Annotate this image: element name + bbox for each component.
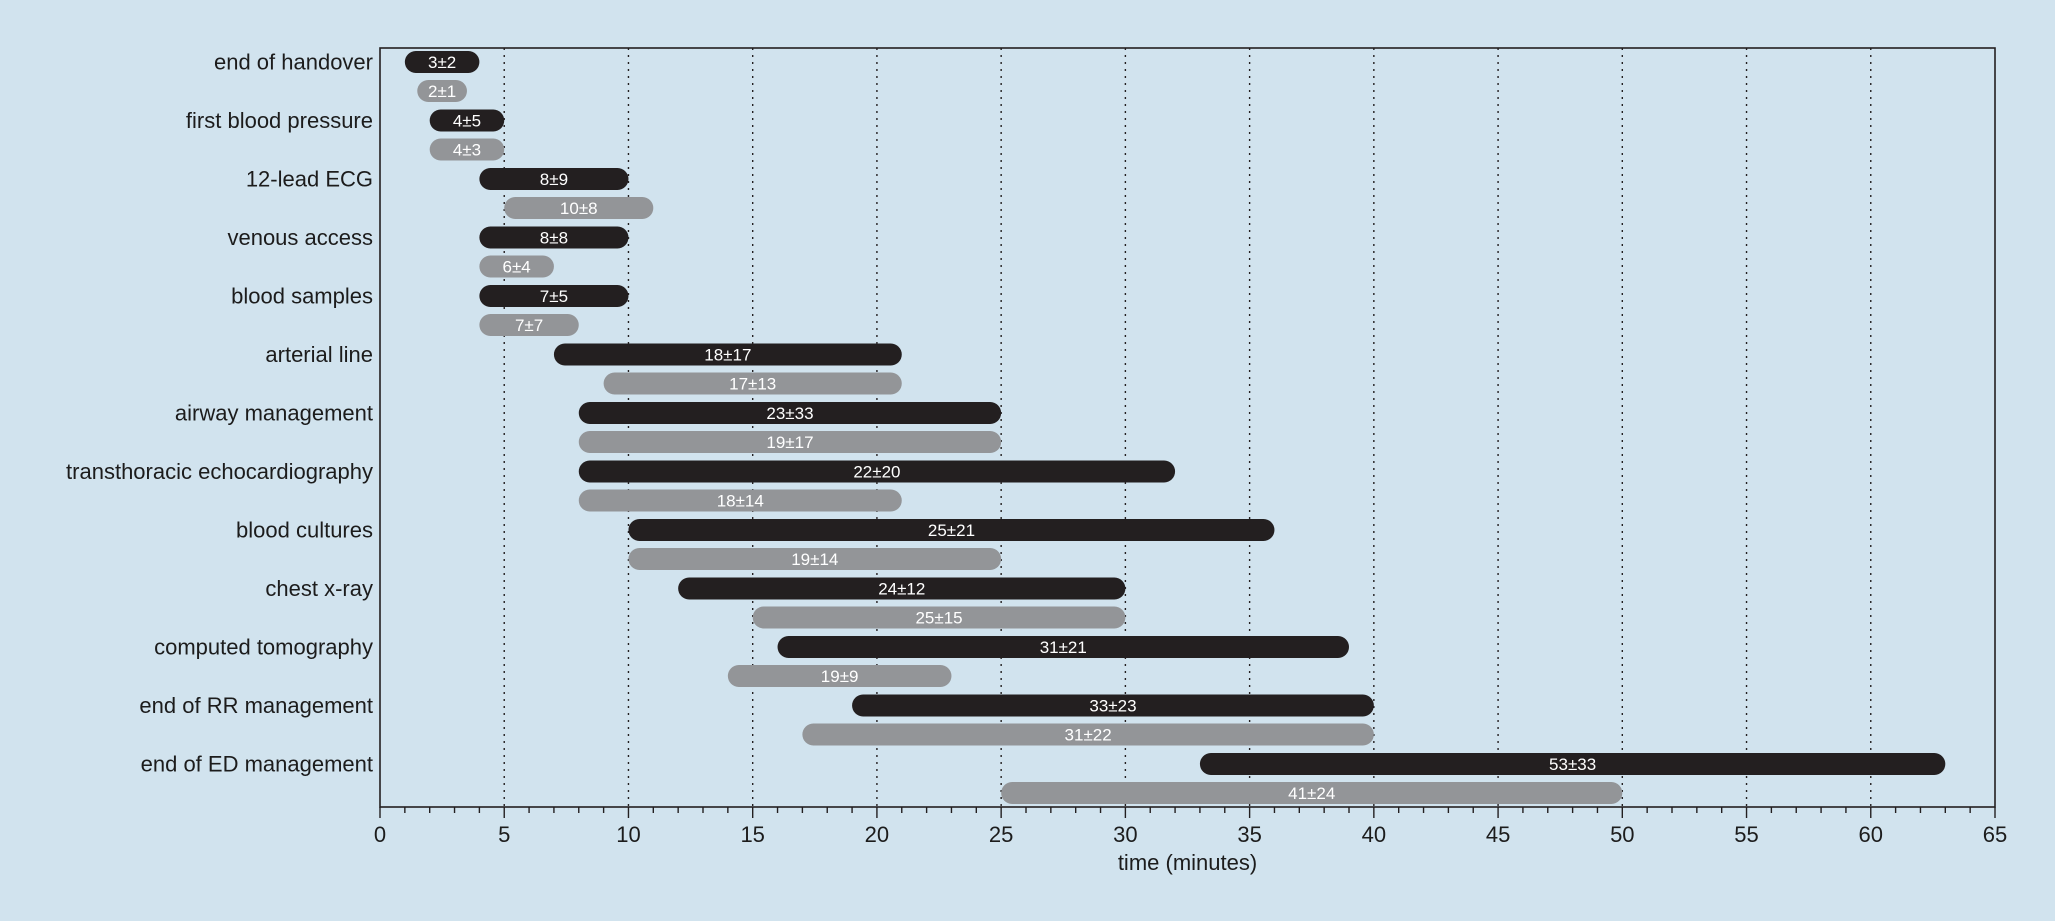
- bar-value-label: 19±17: [766, 433, 813, 452]
- bar-gray: [802, 723, 1374, 746]
- bar-value-label: 18±17: [704, 346, 751, 365]
- bar-dark: [777, 636, 1349, 658]
- x-axis-title: time (minutes): [1118, 850, 1257, 875]
- bar-dark: [429, 109, 505, 132]
- x-tick-label: 25: [989, 822, 1013, 847]
- bar-dark: [852, 694, 1374, 717]
- x-tick-label: 65: [1983, 822, 2007, 847]
- bar-value-label: 19±14: [791, 550, 838, 569]
- bar-value-label: 23±33: [766, 404, 813, 423]
- category-label: end of ED management: [141, 752, 373, 777]
- bar-dark: [479, 226, 629, 249]
- bar-value-label: 3±2: [428, 53, 456, 72]
- bar-dark: [628, 519, 1275, 541]
- bar-gray: [479, 255, 554, 278]
- category-label: first blood pressure: [186, 108, 373, 133]
- bar-value-label: 22±20: [853, 463, 900, 482]
- category-label: computed tomography: [154, 635, 373, 660]
- x-axis: 0 5 10 15 20 25 30 35 40 45 50 55 60 65: [374, 807, 2007, 847]
- bar-dark: [578, 460, 1176, 483]
- bar-gray: [479, 314, 579, 336]
- bar-gray: [1001, 782, 1623, 804]
- bar-value-label: 2±1: [428, 82, 456, 101]
- bar-gray: [578, 489, 902, 512]
- bar-value-label: 31±22: [1065, 726, 1112, 745]
- x-tick-label: 45: [1486, 822, 1510, 847]
- grid-lines: [503, 48, 1872, 807]
- bar-value-label: 7±7: [515, 316, 543, 335]
- x-tick-label: 30: [1113, 822, 1137, 847]
- bar-dark: [578, 402, 1002, 424]
- x-tick-label: 20: [865, 822, 889, 847]
- bar-value-label: 4±5: [453, 112, 481, 131]
- bar-gray: [578, 431, 1002, 453]
- bar-value-label: 19±9: [821, 667, 859, 686]
- row-labels: end of handover first blood pressure 12-le…: [66, 50, 373, 777]
- plot-frame: [379, 47, 1996, 808]
- bar-value-label: 17±13: [729, 375, 776, 394]
- bar-value-label: 4±3: [453, 141, 481, 160]
- x-tick-label: 10: [616, 822, 640, 847]
- category-label: 12-lead ECG: [246, 167, 373, 192]
- x-tick-label: 60: [1859, 822, 1883, 847]
- bar-value-label: 41±24: [1288, 784, 1335, 803]
- bar-value-label: 6±4: [503, 258, 531, 277]
- bar-value-label: 8±9: [540, 170, 568, 189]
- bar-gray: [628, 548, 1002, 570]
- bar-dark: [479, 168, 629, 190]
- category-label: end of handover: [214, 50, 373, 75]
- category-label: blood cultures: [236, 518, 373, 543]
- category-label: venous access: [227, 225, 373, 250]
- bar-value-label: 53±33: [1549, 755, 1596, 774]
- category-label: arterial line: [265, 342, 373, 367]
- bar-gray: [504, 197, 654, 219]
- bar-dark: [553, 343, 902, 366]
- x-tick-label: 35: [1237, 822, 1261, 847]
- x-tick-label: 15: [740, 822, 764, 847]
- bar-dark: [404, 51, 480, 73]
- bar-dark: [479, 285, 629, 307]
- x-tick-label: 50: [1610, 822, 1634, 847]
- bar-value-label: 24±12: [878, 580, 925, 599]
- bar-value-label: 33±23: [1089, 697, 1136, 716]
- category-label: transthoracic echocardiography: [66, 459, 373, 484]
- bar-value-label: 18±14: [717, 492, 764, 511]
- bar-dark: [1199, 753, 1946, 775]
- bar-gray: [603, 372, 902, 395]
- x-tick-label: 55: [1734, 822, 1758, 847]
- bar-value-label: 8±8: [540, 229, 568, 248]
- bar-value-label: 25±21: [928, 521, 975, 540]
- x-tick-label: 40: [1362, 822, 1386, 847]
- x-tick-label: 5: [498, 822, 510, 847]
- x-tick-label: 0: [374, 822, 386, 847]
- category-label: end of RR management: [139, 693, 373, 718]
- category-label: chest x-ray: [265, 576, 373, 601]
- category-label: airway management: [175, 401, 373, 426]
- category-label: blood samples: [231, 284, 373, 309]
- bar-gray: [727, 665, 952, 687]
- bar-gray: [417, 80, 467, 102]
- bar-dark: [678, 577, 1126, 600]
- bar-value-label: 31±21: [1040, 638, 1087, 657]
- bars: 3±2 4±5 8±9 8±8 7±5 18±17 23±33 22±20 25±21 24±12…: [404, 51, 1946, 804]
- bar-value-label: 10±8: [560, 199, 598, 218]
- bar-value-label: 25±15: [915, 609, 962, 628]
- bar-value-label: 7±5: [540, 287, 568, 306]
- bar-gray: [429, 138, 505, 161]
- bar-gray: [752, 606, 1126, 629]
